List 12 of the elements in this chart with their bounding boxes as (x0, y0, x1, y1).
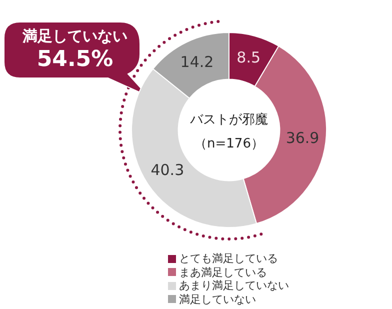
text: （n=176） (194, 136, 264, 152)
data-label: 40.3 (150, 161, 184, 180)
legend-label: あまり満足していない (179, 279, 289, 292)
data-label: 36.9 (286, 129, 320, 148)
data-label: 8.5 (236, 48, 260, 66)
data-label: 14.2 (180, 53, 214, 72)
legend-label: まあ満足している (179, 266, 267, 279)
legend-label: 満足していない (179, 292, 256, 306)
legend-label: とても満足している (179, 252, 278, 266)
text: 満足していない (22, 26, 128, 46)
text: 54.5% (36, 46, 114, 74)
text: バストが邪魔 (189, 112, 268, 128)
